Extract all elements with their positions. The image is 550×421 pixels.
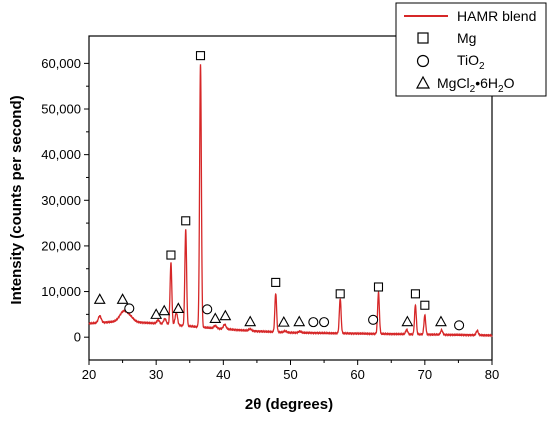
mg-marker [195, 51, 206, 61]
peak-markers [93, 51, 465, 331]
mgcl2-marker [401, 315, 414, 327]
tio2-marker [308, 317, 319, 328]
mgcl2-marker [277, 315, 290, 327]
legend-circle-swatch [416, 54, 430, 68]
y-tick-label: 20,000 [41, 238, 81, 253]
legend-label-tio2: TiO2 [457, 52, 485, 72]
legend-triangle-swatch [415, 75, 431, 89]
mg-marker [166, 250, 176, 260]
mg-marker [420, 300, 430, 310]
mgcl2-marker [244, 315, 257, 327]
tio2-marker [124, 303, 135, 314]
y-tick-label: 10,000 [41, 284, 81, 299]
tio2-marker [368, 314, 379, 325]
mgcl2-marker [93, 293, 106, 304]
mgcl2-marker [435, 315, 447, 327]
legend: HAMR blend Mg TiO2 MgCl2•6H2O [395, 2, 547, 97]
tio2-marker [319, 317, 330, 328]
mgcl2-marker [150, 308, 163, 319]
legend-label-hamr: HAMR blend [457, 8, 536, 24]
x-tick-label: 30 [149, 367, 163, 382]
y-tick-label: 40,000 [41, 147, 81, 162]
legend-label-mg: Mg [457, 30, 476, 46]
mg-marker [271, 277, 281, 287]
y-axis-title: Intensity (counts per second) [8, 95, 25, 304]
y-axis: 0 10,000 20,000 30,000 40,000 50,000 60,000 [41, 56, 89, 345]
mg-marker [373, 282, 384, 292]
x-tick-label: 80 [485, 367, 499, 382]
series-line-hamr-blend [88, 64, 493, 338]
series-layer [88, 64, 493, 338]
x-axis-title: 2θ (degrees) [245, 396, 333, 413]
x-tick-label: 50 [283, 367, 297, 382]
mgcl2-marker [172, 302, 185, 313]
mg-marker [410, 289, 420, 299]
mgcl2-marker [116, 293, 129, 304]
x-tick-label: 40 [216, 367, 230, 382]
legend-square-swatch [417, 32, 429, 44]
mgcl2-marker [293, 315, 306, 327]
mg-marker [181, 216, 191, 226]
mgcl2-marker [158, 304, 171, 316]
legend-label-mgcl2: MgCl2•6H2O [437, 75, 515, 95]
x-tick-label: 20 [82, 367, 96, 382]
mg-marker [335, 289, 345, 299]
x-tick-label: 70 [418, 367, 432, 382]
tio2-marker [202, 304, 213, 315]
mgcl2-marker [219, 309, 232, 321]
y-tick-label: 30,000 [41, 193, 81, 208]
y-tick-label: 60,000 [41, 56, 81, 71]
y-tick-label: 0 [74, 330, 81, 345]
x-axis: 20 30 40 50 60 70 80 [82, 360, 499, 382]
mgcl2-marker [209, 312, 222, 324]
tio2-marker [454, 320, 465, 331]
x-tick-label: 60 [350, 367, 364, 382]
y-tick-label: 50,000 [41, 102, 81, 117]
